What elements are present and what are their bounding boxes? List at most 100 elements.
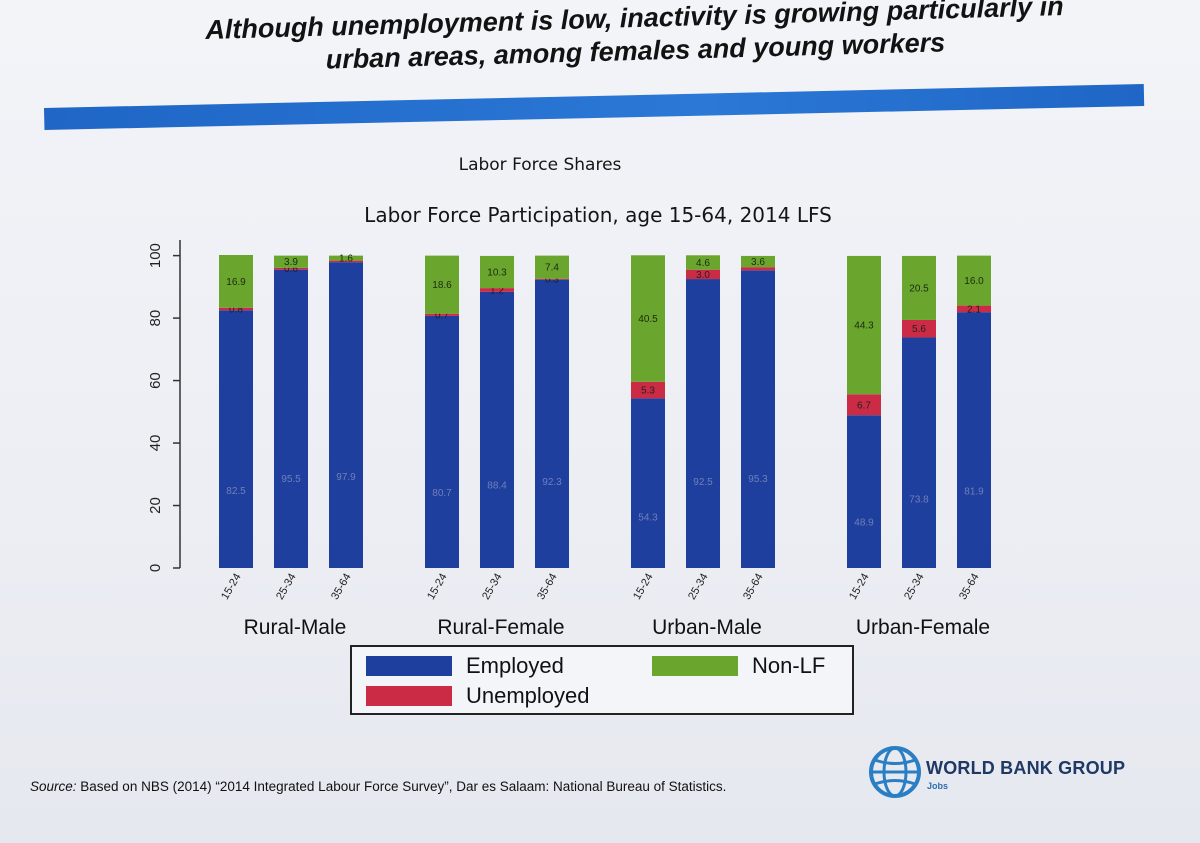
data-label-non-lf: 3.6 — [751, 257, 765, 268]
bar-segment-employed — [274, 269, 308, 568]
bar-segment-non-lf — [480, 255, 514, 289]
x-tick-label: 35-64 — [329, 572, 353, 602]
source-text: Based on NBS (2014) “2014 Integrated Lab… — [76, 779, 727, 794]
legend-swatch-unemployed — [366, 686, 452, 706]
bar-segment-unemployed — [535, 278, 569, 280]
legend-item-unemployed: Unemployed — [366, 683, 590, 709]
y-tick-label: 60 — [147, 372, 164, 389]
source-label: Source: — [30, 779, 77, 794]
bar-segment-unemployed — [480, 288, 514, 292]
data-label-non-lf: 10.3 — [487, 268, 507, 279]
data-label-non-lf: 4.6 — [696, 258, 710, 269]
group-label: Urban-Male — [652, 616, 762, 639]
x-tick-label: 25-34 — [480, 572, 504, 602]
x-tick-label: 25-34 — [902, 572, 926, 602]
bar-segment-non-lf — [274, 255, 308, 268]
data-label-employed: 95.5 — [281, 474, 301, 485]
bar-segment-unemployed — [902, 319, 936, 338]
data-label-unemployed: 0.6 — [284, 264, 298, 275]
bar-segment-employed — [741, 270, 775, 568]
data-label-employed: 81.9 — [964, 487, 984, 498]
data-label-unemployed: 6.7 — [857, 400, 871, 411]
bar-segment-employed — [425, 315, 459, 568]
legend-label-unemployed: Unemployed — [466, 683, 590, 708]
x-tick-label: 35-64 — [741, 572, 765, 602]
x-tick-label: 35-64 — [535, 572, 559, 602]
bar-segment-employed — [480, 291, 514, 568]
y-tick-label: 0 — [147, 564, 164, 572]
y-tick-label: 100 — [147, 243, 164, 268]
y-tick-label: 40 — [147, 435, 164, 452]
chart-heading: Labor Force Shares — [458, 155, 622, 175]
chart-title: Labor Force Participation, age 15-64, 20… — [364, 203, 832, 227]
data-label-non-lf: 7.4 — [545, 263, 559, 274]
data-label-unemployed: 5.6 — [912, 324, 926, 335]
world-bank-logo-name: WORLD BANK GROUP — [926, 758, 1126, 778]
bar-segment-employed — [686, 279, 720, 568]
data-label-employed: 48.9 — [854, 518, 874, 529]
bar-segment-unemployed — [957, 305, 991, 313]
bar-segment-unemployed — [425, 313, 459, 316]
bar-segment-non-lf — [535, 255, 569, 279]
bar-segment-non-lf — [425, 255, 459, 314]
data-label-unemployed: 0.7 — [435, 310, 449, 321]
data-label-unemployed: 0.8 — [229, 305, 243, 316]
bar-segment-non-lf — [686, 255, 720, 270]
world-bank-logo-sub: Jobs — [927, 781, 949, 791]
data-label-unemployed: 2.1 — [967, 304, 981, 315]
x-tick-label: 25-34 — [274, 572, 298, 602]
data-label-employed: 80.7 — [432, 488, 452, 499]
data-label-unemployed: 5.3 — [641, 386, 655, 397]
data-label-non-lf: 40.5 — [638, 314, 658, 325]
bar-segment-employed — [902, 337, 936, 568]
data-label-non-lf: 20.5 — [909, 283, 929, 294]
bar-segment-non-lf — [902, 255, 936, 320]
bar-segment-unemployed — [219, 307, 253, 311]
y-tick-label: 80 — [147, 310, 164, 327]
bar-segment-employed — [847, 415, 881, 568]
bar-segment-unemployed — [274, 267, 308, 270]
bar-segment-unemployed — [686, 269, 720, 280]
bar-segment-unemployed — [741, 267, 775, 271]
x-tick-label: 15-24 — [847, 572, 871, 602]
data-label-non-lf: 16.9 — [226, 277, 246, 288]
data-label-employed: 97.9 — [336, 472, 356, 483]
bar-segment-employed — [219, 310, 253, 568]
bar-segment-employed — [631, 398, 665, 568]
group-label: Rural-Female — [437, 616, 564, 639]
bar-segment-unemployed — [631, 381, 665, 399]
data-label-employed: 73.8 — [909, 494, 929, 505]
world-bank-globe-icon — [869, 746, 921, 798]
data-label-non-lf: 18.6 — [432, 280, 452, 291]
data-label-non-lf: 44.3 — [854, 321, 874, 332]
data-label-unemployed: 1.2 — [490, 285, 504, 296]
legend-label-non-lf: Non-LF — [752, 653, 826, 678]
legend-item-employed: Employed — [366, 653, 564, 679]
data-label-non-lf: 1.6 — [339, 254, 353, 265]
data-label-non-lf: 16.0 — [964, 276, 984, 287]
data-label-employed: 92.3 — [542, 477, 562, 488]
bar-segment-employed — [535, 279, 569, 568]
legend-swatch-non-lf — [652, 656, 738, 676]
data-label-employed: 92.5 — [693, 477, 713, 488]
bar-segment-non-lf — [219, 254, 253, 308]
data-label-employed: 95.3 — [748, 474, 768, 485]
bar-segment-non-lf — [329, 255, 363, 261]
bar-segment-non-lf — [957, 255, 991, 306]
x-tick-label: 35-64 — [957, 572, 981, 602]
bar-segment-non-lf — [741, 255, 775, 268]
bar-segment-non-lf — [631, 255, 665, 382]
data-label-employed: 88.4 — [487, 481, 507, 492]
legend-label-employed: Employed — [466, 653, 564, 678]
group-label: Urban-Female — [856, 616, 990, 639]
bar-segment-unemployed — [847, 394, 881, 416]
legend-item-non-lf: Non-LF — [652, 653, 825, 679]
data-label-unemployed: 3.0 — [696, 270, 710, 281]
chart-legend: Employed Unemployed Non-LF — [350, 645, 854, 715]
y-tick-label: 20 — [147, 497, 164, 514]
bar-segment-employed — [957, 312, 991, 568]
data-label-non-lf: 3.9 — [284, 257, 298, 268]
data-label-employed: 82.5 — [226, 486, 246, 497]
bar-segment-non-lf — [847, 255, 881, 395]
